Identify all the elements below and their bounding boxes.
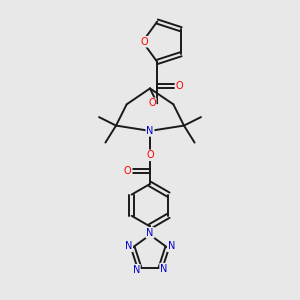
Text: N: N xyxy=(146,228,154,238)
Text: N: N xyxy=(133,265,140,275)
Text: O: O xyxy=(141,37,148,47)
Text: N: N xyxy=(160,264,167,274)
Text: N: N xyxy=(146,126,154,136)
Text: N: N xyxy=(168,241,175,251)
Text: O: O xyxy=(124,166,131,176)
Text: O: O xyxy=(146,150,154,160)
Text: O: O xyxy=(148,98,156,108)
Text: O: O xyxy=(176,81,183,91)
Text: N: N xyxy=(125,241,132,251)
